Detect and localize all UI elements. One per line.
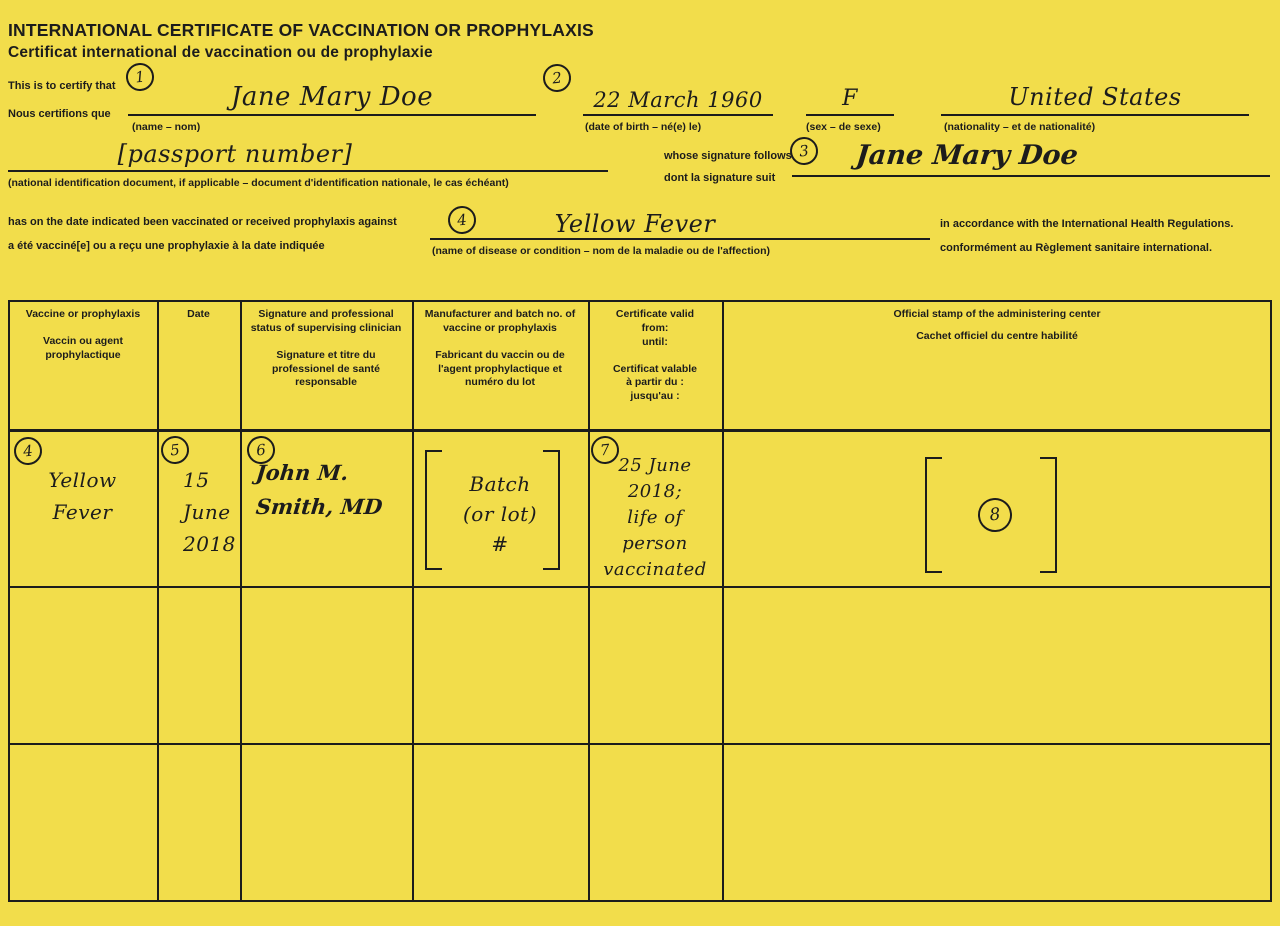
- signature-value: Jane Mary Doe: [854, 140, 1080, 171]
- table-right-border: [1270, 300, 1272, 902]
- table-bottom-border: [8, 900, 1272, 902]
- name-caption: (name – nom): [132, 121, 201, 133]
- row1-clinician-line2: Smith, MD: [254, 494, 384, 519]
- table-col5-border: [722, 300, 724, 902]
- marker-8-circle: 8: [976, 496, 1014, 534]
- nationality-underline: [941, 114, 1249, 116]
- table-left-border: [8, 300, 10, 902]
- marker-2-circle: 2: [541, 62, 573, 94]
- header-valid-en-2: from:: [641, 321, 669, 334]
- batch-left-bracket: [425, 450, 442, 570]
- row1-batch-line1: Batch: [469, 472, 531, 496]
- page-subtitle-fr: Certificat international de vaccination …: [8, 44, 433, 61]
- row1-date-line2: June: [183, 500, 231, 524]
- page-title: INTERNATIONAL CERTIFICATE OF VACCINATION…: [8, 20, 594, 40]
- signature-label-fr: dont la signature suit: [664, 172, 776, 184]
- batch-right-bracket: [543, 450, 560, 570]
- row1-date-line3: 2018: [183, 532, 236, 556]
- header-valid: Certificate valid from: until: Certifica…: [592, 308, 718, 404]
- row1-valid-line2: 2018;: [627, 481, 683, 502]
- row1-clinician-line1: John M.: [254, 460, 350, 485]
- row1-valid-line4: person: [622, 533, 688, 554]
- certify-label-fr: Nous certifions que: [8, 108, 111, 120]
- header-date: Date: [159, 308, 238, 322]
- header-date-label: Date: [187, 308, 210, 320]
- row1-vaccine-line1: Yellow: [48, 468, 117, 492]
- header-valid-fr-2: à partir du :: [626, 376, 684, 389]
- row1-batch-line2: (or lot): [462, 502, 538, 526]
- signature-label-en: whose signature follows: [664, 150, 792, 162]
- table-top-border: [8, 300, 1272, 302]
- disease-underline: [430, 238, 930, 240]
- ihr-statement-fr: conformément au Règlement sanitaire inte…: [940, 242, 1213, 254]
- header-stamp-fr: Cachet officiel du centre habilité: [916, 329, 1078, 342]
- table-row2-border: [8, 743, 1272, 745]
- dob-value: 22 March 1960: [593, 88, 763, 112]
- ihr-statement-en: in accordance with the International Hea…: [940, 218, 1234, 230]
- disease-value: Yellow Fever: [554, 210, 716, 238]
- header-manufacturer: Manufacturer and batch no. of vaccine or…: [418, 308, 582, 390]
- row1-valid-line3: life of: [627, 507, 683, 528]
- marker-5-circle: 5: [159, 434, 191, 466]
- stamp-right-bracket: [1040, 457, 1057, 573]
- table-header-border: [8, 429, 1272, 432]
- signature-underline: [792, 175, 1270, 177]
- vaccinated-statement-fr: a été vacciné[e] ou a reçu une prophylax…: [8, 240, 325, 252]
- header-vaccine-en: Vaccine or prophylaxis: [25, 308, 141, 320]
- header-stamp: Official stamp of the administering cent…: [724, 308, 1270, 344]
- table-col3-border: [412, 300, 414, 902]
- header-vaccine-fr: Vaccin ou agent prophylactique: [43, 334, 123, 361]
- dob-underline: [583, 114, 773, 116]
- table-col4-border: [588, 300, 590, 902]
- header-valid-fr-3: jusqu'au :: [630, 390, 680, 403]
- header-signature-en: Signature and professional status of sup…: [250, 308, 402, 334]
- stamp-left-bracket: [925, 457, 942, 573]
- table-col1-border: [157, 300, 159, 902]
- row1-valid-line5: vaccinated: [603, 559, 707, 580]
- row1-date-line1: 15: [183, 468, 210, 492]
- national-id-caption: (national identification document, if ap…: [8, 177, 509, 189]
- header-stamp-en: Official stamp of the administering cent…: [893, 308, 1101, 320]
- sex-underline: [806, 114, 894, 116]
- header-valid-en-3: until:: [642, 335, 668, 348]
- name-underline: [128, 114, 536, 116]
- header-valid-fr-1: Certificat valable: [612, 362, 698, 375]
- row1-batch-line3: #: [491, 532, 509, 556]
- row1-vaccine-line2: Fever: [52, 500, 113, 524]
- vaccinated-statement-en: has on the date indicated been vaccinate…: [8, 216, 397, 228]
- header-signature-fr: Signature et titre du professionel de sa…: [272, 348, 380, 389]
- dob-caption: (date of birth – né(e) le): [585, 121, 702, 133]
- row1-valid-line1: 25 June: [618, 455, 692, 476]
- sex-value: F: [842, 86, 858, 111]
- marker-4-circle-row: 4: [12, 435, 44, 467]
- header-manufacturer-fr: Fabricant du vaccin ou de l'agent prophy…: [435, 348, 565, 389]
- national-id-underline: [8, 170, 608, 172]
- national-id-value: [passport number]: [117, 140, 353, 168]
- table-col2-border: [240, 300, 242, 902]
- header-signature: Signature and professional status of sup…: [246, 308, 406, 390]
- header-vaccine: Vaccine or prophylaxis Vaccin ou agent p…: [12, 308, 154, 363]
- disease-caption: (name of disease or condition – nom de l…: [432, 245, 770, 257]
- certify-label-en: This is to certify that: [8, 80, 116, 92]
- header-manufacturer-en: Manufacturer and batch no. of vaccine or…: [424, 308, 576, 334]
- table-row1-border: [8, 586, 1272, 588]
- sex-caption: (sex – de sexe): [806, 121, 881, 133]
- header-valid-en-1: Certificate valid: [615, 308, 695, 320]
- name-value: Jane Mary Doe: [230, 82, 434, 112]
- nationality-caption: (nationality – et de nationalité): [944, 121, 1096, 133]
- nationality-value: United States: [1008, 83, 1182, 111]
